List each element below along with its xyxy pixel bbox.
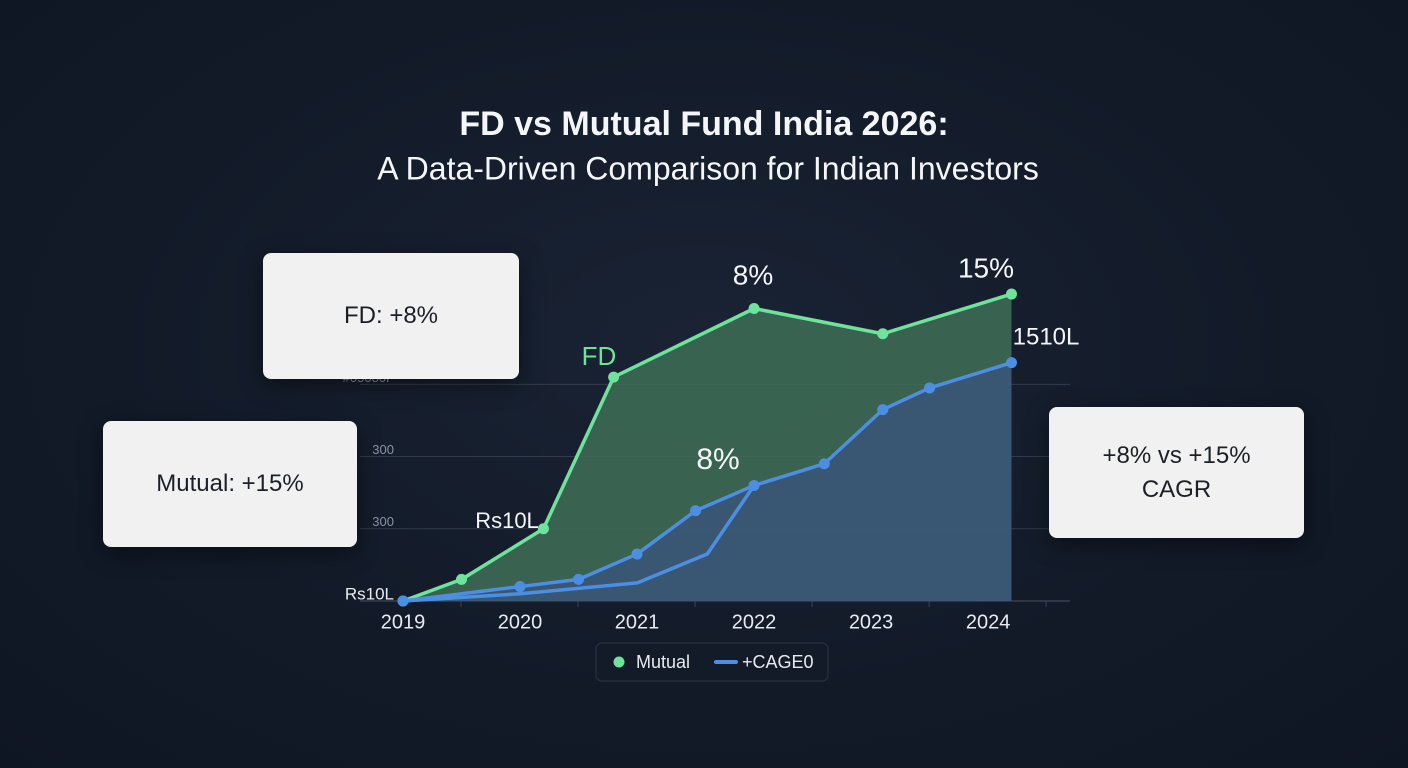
point — [877, 404, 889, 416]
legend-swatch — [613, 656, 625, 668]
area — [403, 362, 1012, 601]
point — [924, 382, 936, 394]
point — [456, 573, 468, 585]
point — [690, 505, 702, 517]
point — [573, 573, 585, 585]
line — [402, 484, 756, 603]
x-tick-label: 2022 — [732, 611, 777, 633]
annotation: 8% — [733, 259, 773, 290]
legend-label: Mutual — [636, 652, 690, 672]
legend-box — [595, 642, 829, 682]
point — [514, 581, 526, 593]
annotation: 15% — [958, 252, 1014, 283]
callout-card: FD: +8% — [263, 253, 519, 379]
point — [748, 303, 760, 314]
annotation: FD — [582, 341, 617, 371]
plot — [397, 288, 1017, 607]
point — [537, 523, 549, 535]
callout-card: +8% vs +15% CAGR — [1049, 407, 1304, 538]
point — [877, 328, 889, 340]
point — [1005, 357, 1017, 369]
point — [818, 458, 830, 470]
callout-card: Mutual: +15% — [103, 421, 357, 547]
annotation: 1510L — [1013, 323, 1080, 350]
legend: Mutual +CAGE0 — [613, 652, 814, 672]
x-tick-label: 2021 — [615, 611, 660, 633]
legend-label: +CAGE0 — [742, 652, 814, 672]
y-tick-label: Rs10L — [345, 584, 394, 603]
y-tick-label: 300 — [372, 514, 394, 529]
x-tick-label: 2020 — [498, 611, 543, 633]
x-tick-label: 2023 — [849, 611, 894, 633]
line — [402, 360, 1013, 603]
annotation: 8% — [696, 443, 739, 476]
point — [1005, 288, 1017, 300]
chart-subtitle: A Data-Driven Comparison for Indian Inve… — [377, 150, 1039, 186]
point — [608, 371, 620, 383]
x-tick-label: 2019 — [381, 611, 426, 633]
point — [631, 548, 643, 560]
x-tick-label: 2024 — [966, 611, 1011, 633]
y-tick-label: 300 — [372, 442, 394, 457]
annotation: Rs10L — [475, 508, 539, 533]
chart-title: FD vs Mutual Fund India 2026: — [459, 105, 948, 143]
labels: Rs10L300300#05080F2019202020212022202320… — [343, 252, 1080, 633]
